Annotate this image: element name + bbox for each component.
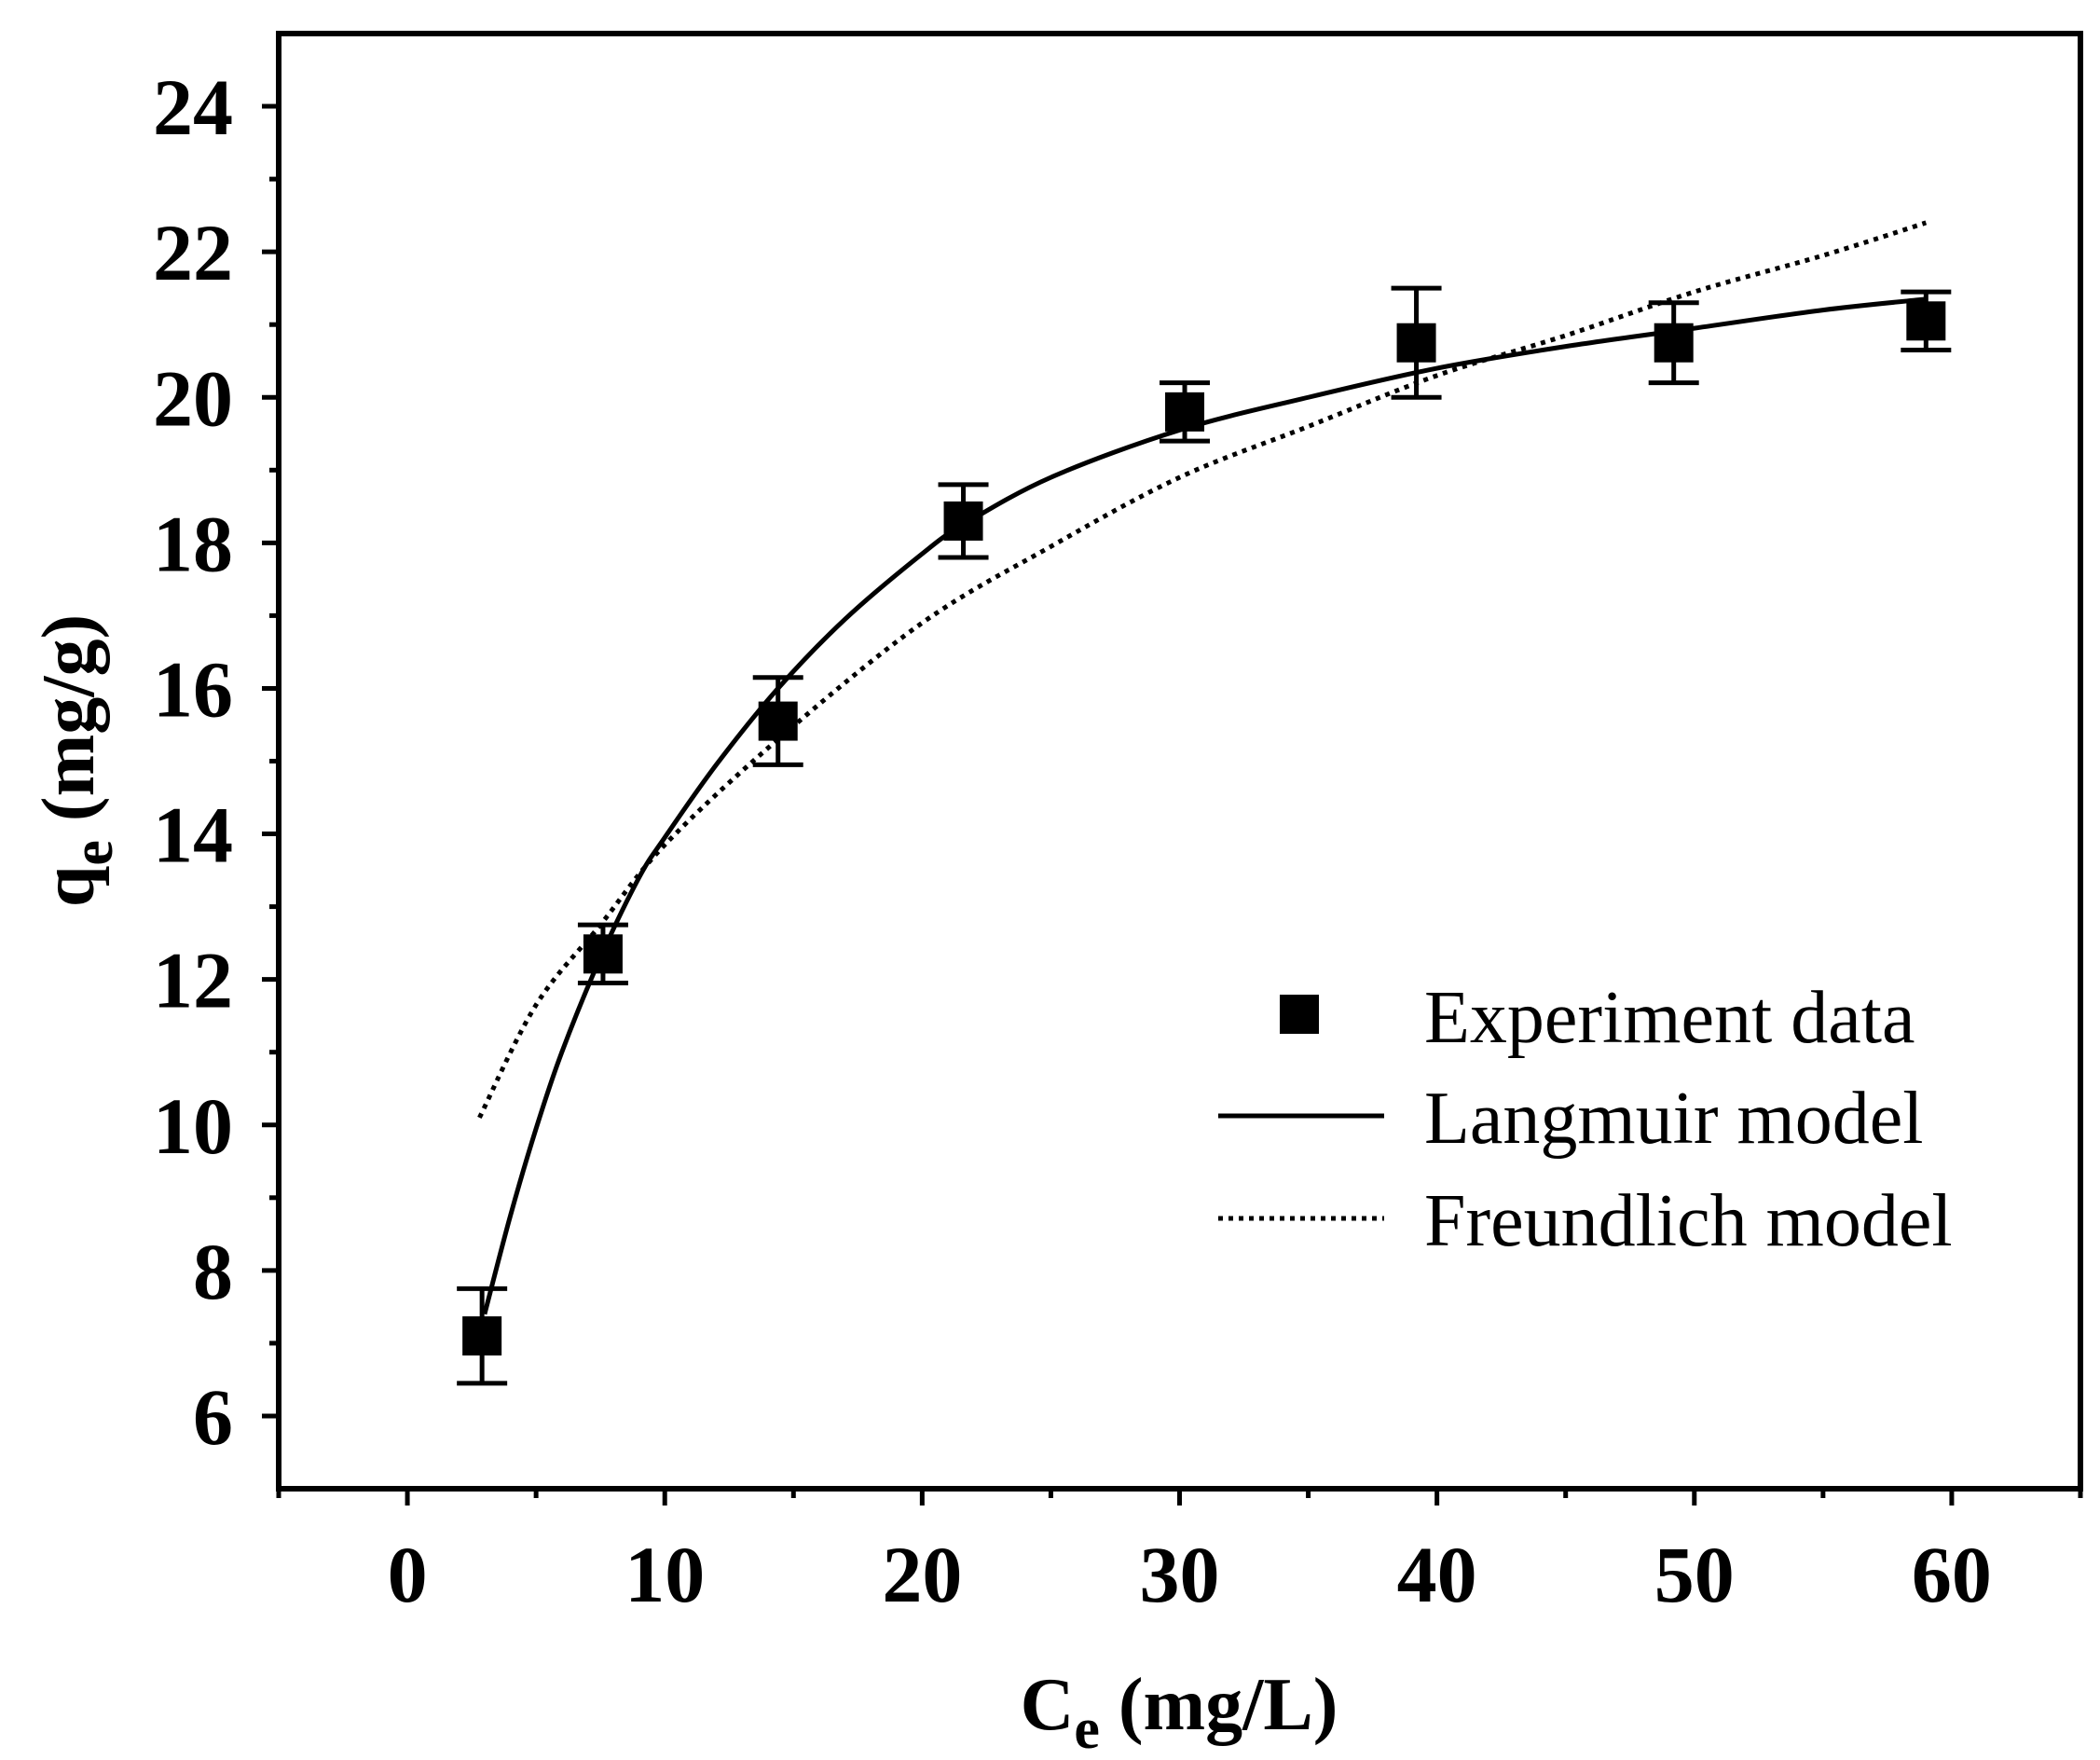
square-marker [1654,323,1694,363]
y-axis-label: qe (mg/g) [28,614,125,907]
plot-frame [276,31,2083,1492]
x-tick-label: 10 [625,1530,705,1619]
legend-marker-experiment [1280,995,1319,1034]
data-point [577,922,628,986]
y-axis-ticks: 6 8 10 12 14 16 18 20 22 24 [153,62,279,1462]
y-tick-label: 16 [153,644,233,734]
square-marker [1165,392,1205,432]
experiment-points [457,285,1952,1386]
y-tick-label: 6 [193,1372,233,1462]
square-marker [758,701,798,741]
square-marker [1906,301,1946,341]
langmuir-curve [482,296,1927,1315]
y-tick-label: 10 [153,1081,233,1171]
square-marker [583,934,623,974]
data-point [1391,285,1442,400]
y-tick-label: 12 [153,936,233,1025]
x-tick-label: 20 [882,1530,962,1619]
legend-label-freundlich: Freundlich model [1424,1180,1953,1262]
y-tick-label: 22 [153,208,233,297]
x-tick-label: 40 [1397,1530,1477,1619]
y-tick-label: 8 [193,1227,233,1316]
data-point [457,1286,508,1386]
x-tick-label: 60 [1912,1530,1992,1619]
y-tick-label: 20 [153,353,233,443]
data-point [1648,300,1699,386]
square-marker [462,1316,502,1356]
data-point [1901,289,1952,353]
x-tick-label: 50 [1654,1530,1735,1619]
y-tick-label: 14 [153,791,233,880]
data-point [752,675,803,767]
data-point [938,482,989,560]
legend-label-experiment: Experiment data [1424,977,1915,1059]
legend-label-langmuir: Langmuir model [1424,1078,1923,1160]
x-axis-ticks: 0 10 20 30 40 50 60 [276,1489,2083,1619]
x-tick-label: 30 [1140,1530,1220,1619]
x-tick-label: 0 [388,1530,428,1619]
y-tick-label: 24 [153,62,233,152]
data-point [1160,380,1211,444]
legend: Experiment data Langmuir model Freundlic… [1218,977,1953,1262]
square-marker [943,501,983,541]
x-axis-label: Ce (mg/L) [1021,1664,1338,1760]
square-marker [1396,323,1436,363]
y-tick-label: 18 [153,499,233,588]
